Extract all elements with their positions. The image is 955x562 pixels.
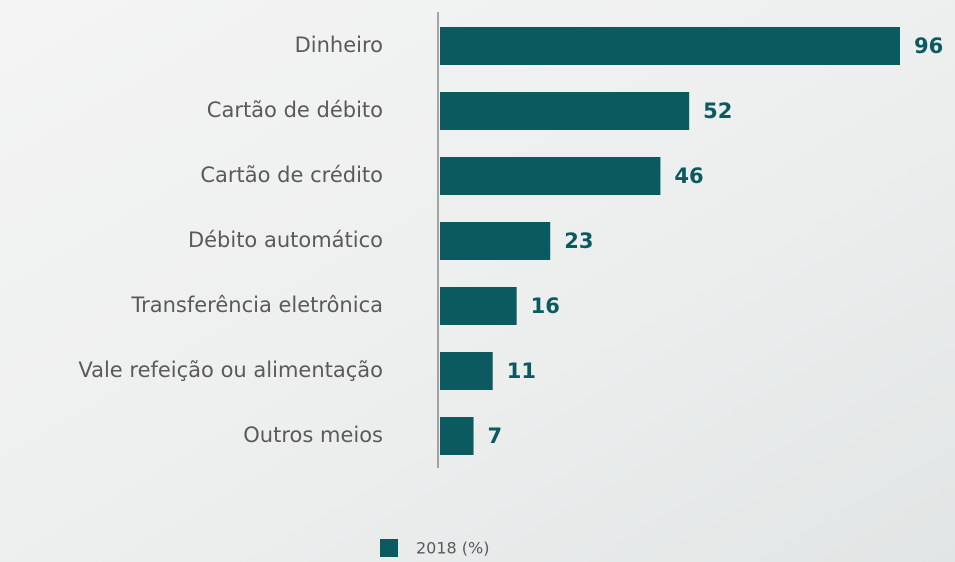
category-label: Cartão de débito bbox=[207, 98, 383, 122]
category-label: Dinheiro bbox=[295, 33, 383, 57]
value-label: 23 bbox=[564, 229, 593, 253]
bar bbox=[440, 287, 517, 325]
background bbox=[0, 0, 955, 562]
bar bbox=[440, 417, 474, 455]
value-label: 7 bbox=[488, 424, 503, 448]
category-label: Cartão de crédito bbox=[200, 163, 383, 187]
category-label: Vale refeição ou alimentação bbox=[78, 358, 383, 382]
value-label: 16 bbox=[531, 294, 560, 318]
bar bbox=[440, 352, 493, 390]
bar bbox=[440, 27, 900, 65]
chart: 2018 (%) Dinheiro 96 Cartão de débito 52 Car… bbox=[0, 0, 955, 562]
bar bbox=[440, 157, 660, 195]
legend-swatch bbox=[380, 539, 398, 557]
legend-label: 2018 (%) bbox=[416, 539, 490, 558]
value-label: 52 bbox=[703, 99, 732, 123]
category-label: Transferência eletrônica bbox=[130, 293, 383, 317]
bar bbox=[440, 92, 689, 130]
value-label: 11 bbox=[507, 359, 536, 383]
category-label: Débito automático bbox=[188, 228, 383, 252]
value-label: 46 bbox=[674, 164, 703, 188]
bar bbox=[440, 222, 550, 260]
category-label: Outros meios bbox=[243, 423, 383, 447]
value-label: 96 bbox=[914, 34, 943, 58]
